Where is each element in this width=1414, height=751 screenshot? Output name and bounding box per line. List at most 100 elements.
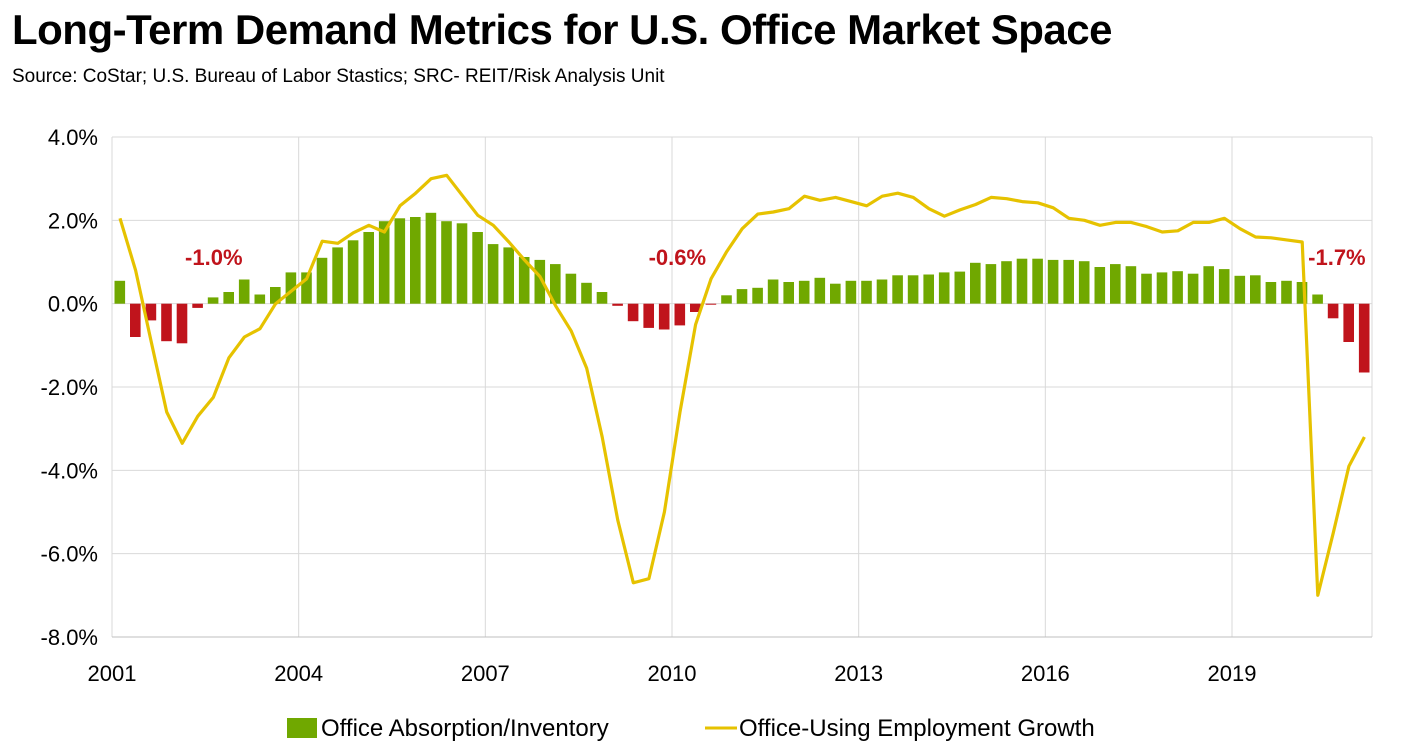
bar [114,280,126,304]
bar [130,303,141,337]
bar [1094,267,1106,304]
bar [378,221,390,304]
bar [1327,303,1339,319]
x-tick-label: 2007 [461,661,510,686]
annotations: -1.0% -0.6% -1.7% [185,245,1366,270]
bar [550,264,561,304]
bar [534,259,546,304]
bar [907,275,919,304]
bar [1296,282,1308,304]
bar [1110,264,1121,304]
bar [1203,266,1214,304]
bar [410,217,421,304]
x-tick-label: 2001 [88,661,137,686]
y-tick-label: -8.0% [41,625,98,650]
y-tick-label: -2.0% [41,375,98,400]
bar [285,272,297,304]
bar [425,212,437,304]
bar [332,247,343,304]
x-tick-label: 2016 [1021,661,1070,686]
bar [1125,266,1137,304]
y-tick-label: -4.0% [41,458,98,483]
gridlines [111,136,1373,638]
bar [565,273,577,304]
bar [301,272,312,304]
bar [161,303,172,342]
bar [798,280,810,304]
employment-growth-line [118,173,1366,597]
bar-series [114,212,1370,373]
bar [1281,280,1292,304]
bar [347,240,359,304]
legend-label-line: Office-Using Employment Growth [739,715,1095,742]
bar [845,280,857,304]
bar [145,303,157,321]
bar [830,283,841,304]
annotation-label: -1.0% [185,245,242,270]
bar [643,303,654,328]
bar [472,232,483,304]
bar [176,303,188,344]
x-tick-label: 2019 [1208,661,1257,686]
legend: Office Absorption/Inventory Office-Using… [287,715,1095,742]
bar [938,272,950,304]
axes: 4.0% 2.0% 0.0% -2.0% -4.0% -6.0% -8.0% 2001 2004… [41,125,1372,686]
bar [1032,258,1043,304]
bar [223,292,234,304]
legend-swatch-bars [287,718,317,738]
bar [394,218,406,304]
bar [1250,275,1261,304]
bar [674,303,686,326]
bar [705,303,717,305]
bar [441,221,452,304]
bar [627,303,639,322]
bar [721,295,732,304]
annotation-label: -0.6% [649,245,706,270]
y-tick-label: 4.0% [48,125,98,150]
bar [270,287,281,304]
bar [1343,303,1354,342]
bar [1312,294,1323,304]
bar [1358,303,1370,373]
bar [316,257,328,304]
bar [1016,258,1028,304]
x-tick-label: 2010 [648,661,697,686]
bar [1265,282,1277,304]
y-tick-label: -6.0% [41,542,98,567]
x-tick-label: 2013 [834,661,883,686]
bar [736,289,748,304]
bar [596,292,608,304]
bar [612,303,623,306]
bar [783,282,794,304]
bar [1063,259,1074,304]
bar [238,279,250,304]
bar [192,303,203,308]
bar [487,244,499,304]
bar [1234,275,1246,304]
bar [752,287,763,304]
bar [1156,272,1168,304]
bar [814,277,826,304]
bar [207,297,219,304]
bar [1187,273,1199,304]
bar [518,257,530,304]
bar [892,275,903,304]
bar [456,223,468,304]
bar [985,264,997,304]
bar [658,303,670,330]
y-tick-label: 0.0% [48,292,98,317]
bar [876,279,888,304]
bar [767,279,779,304]
bar [923,274,934,304]
bar [1141,273,1152,304]
bar [1001,261,1012,304]
bar [690,303,701,312]
x-tick-label: 2004 [274,661,323,686]
bar [581,282,592,304]
y-tick-label: 2.0% [48,208,98,233]
bar [1078,261,1090,304]
legend-label-bars: Office Absorption/Inventory [321,715,609,742]
bar [363,232,374,304]
annotation-label: -1.7% [1308,245,1365,270]
